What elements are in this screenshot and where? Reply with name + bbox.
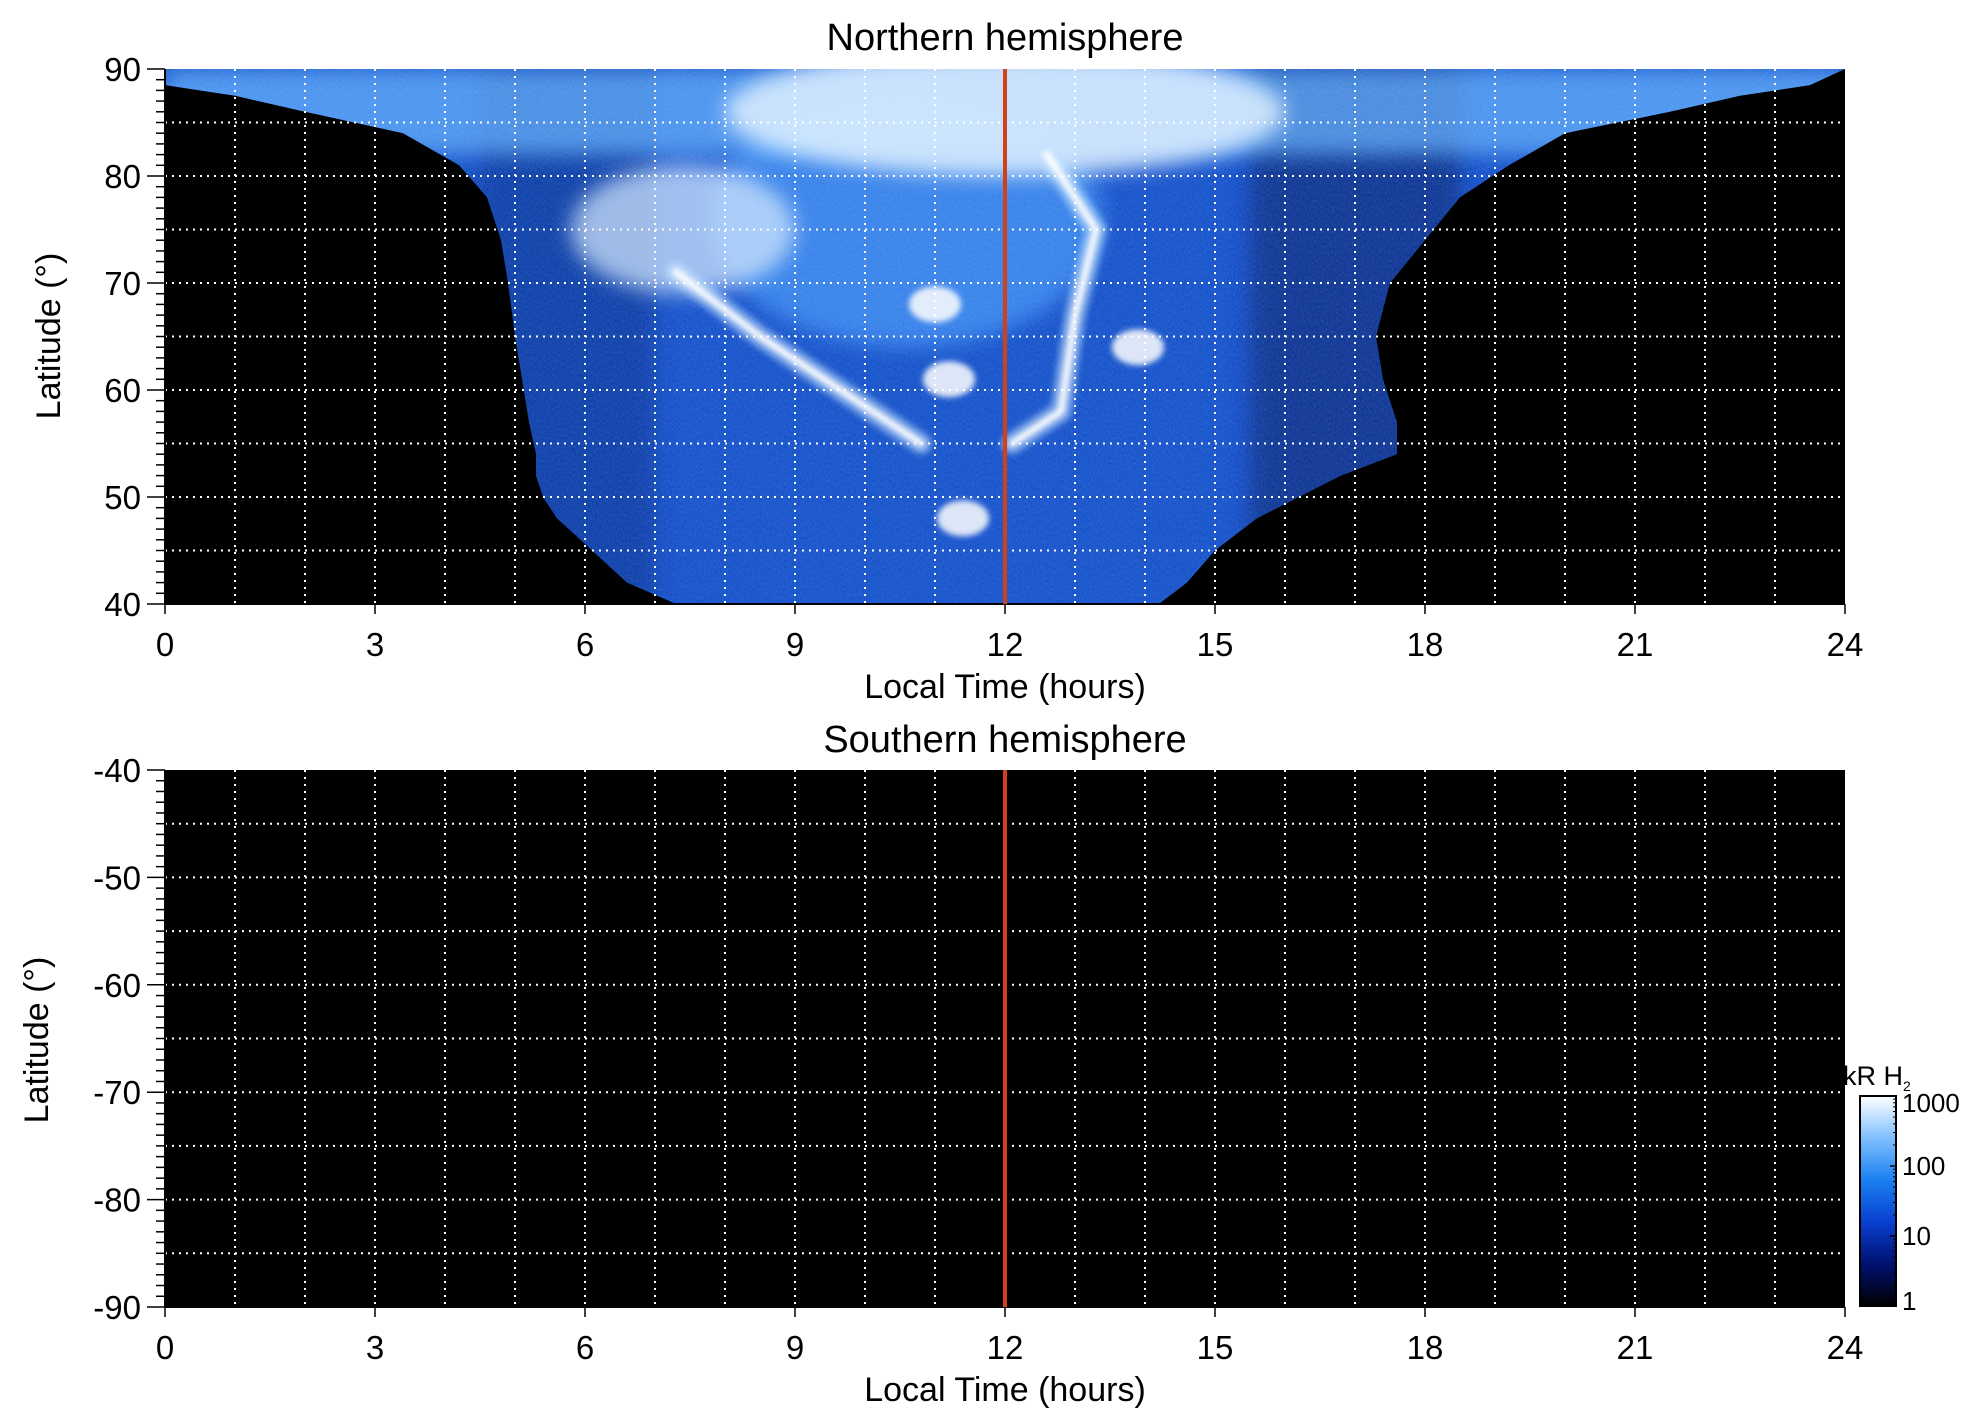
north-ylabel: Latitude (°) [30, 253, 68, 420]
emission-patch [937, 500, 989, 537]
colorbar: kR H2 1000 100 10 1 [1843, 1061, 1960, 1316]
colorbar-tick-label: 1 [1902, 1286, 1916, 1316]
y-tick-label: -50 [93, 859, 141, 896]
y-tick-label: 90 [104, 51, 141, 88]
y-tick-label: 40 [104, 586, 141, 623]
x-tick-label: 12 [987, 1329, 1024, 1366]
x-tick-label: 21 [1617, 626, 1654, 663]
x-tick-label: 9 [786, 626, 804, 663]
colorbar-tick-label: 10 [1902, 1221, 1931, 1251]
emission-patch [923, 361, 975, 398]
colorbar-tick-label: 100 [1902, 1151, 1945, 1181]
south-panel: Southern hemisphere -40 -50 -60 -70 -80 -90 0 3… [18, 719, 1863, 1409]
x-tick-label: 18 [1407, 626, 1444, 663]
north-panel: Northern hemisphere 40 50 60 70 80 90 0 3 6 9 12 15… [30, 17, 1863, 706]
x-tick-label: 0 [156, 1329, 174, 1366]
colorbar-ticks: 1000 100 10 1 [1890, 1088, 1960, 1316]
north-xlabel: Local Time (hours) [864, 668, 1146, 706]
x-tick-label: 6 [576, 626, 594, 663]
x-tick-label: 3 [366, 626, 384, 663]
north-ticks: 40 50 60 70 80 90 0 3 6 9 12 15 18 21 24 [104, 51, 1863, 663]
y-tick-label: 80 [104, 158, 141, 195]
x-tick-label: 12 [987, 626, 1024, 663]
y-tick-label: -60 [93, 967, 141, 1004]
y-tick-label: -70 [93, 1074, 141, 1111]
y-tick-label: -90 [93, 1289, 141, 1326]
x-tick-label: 18 [1407, 1329, 1444, 1366]
y-tick-label: -80 [93, 1182, 141, 1219]
south-title: Southern hemisphere [823, 719, 1186, 761]
x-tick-label: 15 [1197, 626, 1234, 663]
colorbar-gradient [1859, 1095, 1897, 1307]
x-tick-label: 24 [1827, 626, 1864, 663]
x-tick-label: 6 [576, 1329, 594, 1366]
south-ylabel: Latitude (°) [18, 957, 56, 1124]
x-tick-label: 0 [156, 626, 174, 663]
emission-patch [909, 286, 961, 323]
y-tick-label: -40 [93, 752, 141, 789]
colorbar-tick-label: 1000 [1902, 1088, 1960, 1118]
y-tick-label: 50 [104, 479, 141, 516]
south-xlabel: Local Time (hours) [864, 1371, 1146, 1409]
x-tick-label: 9 [786, 1329, 804, 1366]
x-tick-label: 24 [1827, 1329, 1864, 1366]
x-tick-label: 3 [366, 1329, 384, 1366]
y-tick-label: 60 [104, 372, 141, 409]
x-tick-label: 21 [1617, 1329, 1654, 1366]
y-tick-label: 70 [104, 265, 141, 302]
emission-patch [1112, 329, 1164, 366]
colorbar-label: kR H2 [1843, 1061, 1911, 1094]
x-tick-label: 15 [1197, 1329, 1234, 1366]
north-title: Northern hemisphere [827, 17, 1184, 59]
